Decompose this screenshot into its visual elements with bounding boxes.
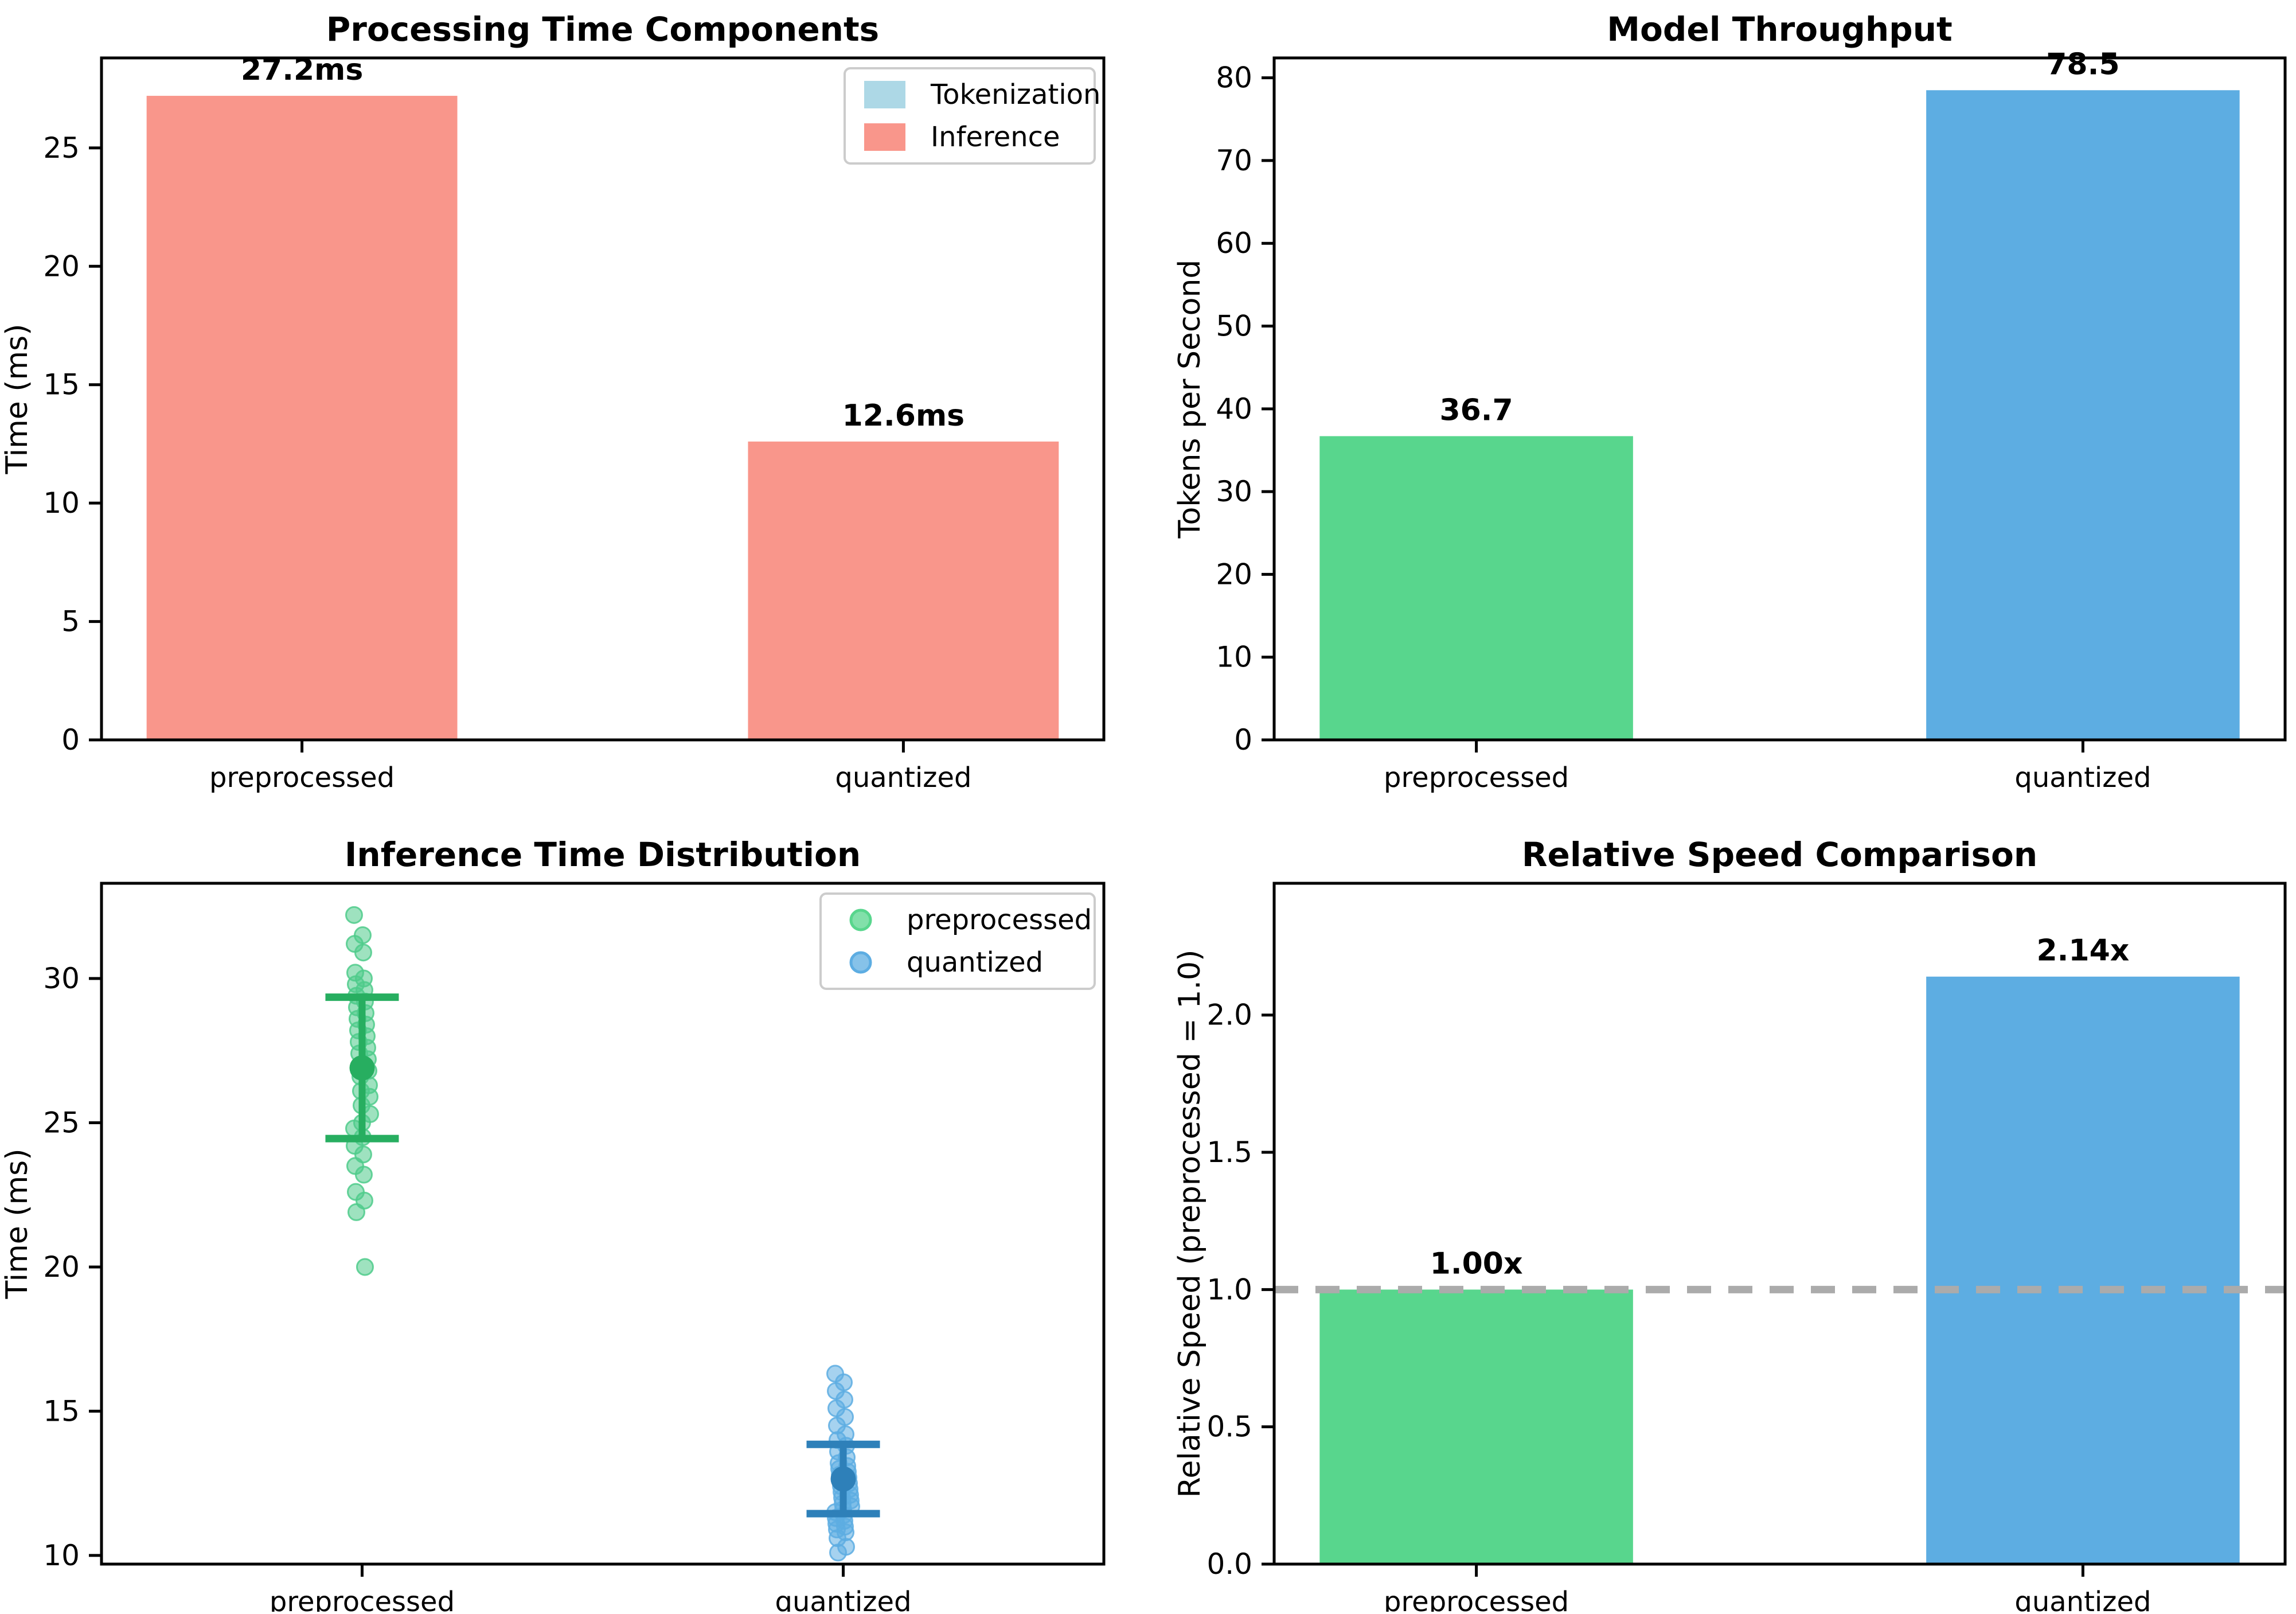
bar-quantized xyxy=(1926,90,2240,740)
y-axis-label: Tokens per Second xyxy=(1173,260,1207,539)
legend-label: Inference xyxy=(931,121,1060,153)
legend-dot xyxy=(849,909,872,931)
plot-area xyxy=(100,56,1106,742)
y-tick-label: 30 xyxy=(43,962,80,995)
y-tick-label: 10 xyxy=(43,1539,80,1572)
chart-title: Relative Speed Comparison xyxy=(1522,835,2037,874)
scatter-point-preprocessed xyxy=(354,1165,373,1184)
y-tick-label: 1.5 xyxy=(1206,1136,1252,1169)
scatter-point-quantized xyxy=(829,1543,848,1562)
chart-model-throughput: Model Throughput Tokens per Second 0 10 20 30… xyxy=(1173,10,2287,794)
bar-preprocessed xyxy=(1319,1289,1633,1564)
y-tick-label: 70 xyxy=(1216,144,1252,177)
legend-label: quantized xyxy=(907,946,1043,978)
y-tick-label: 0 xyxy=(1234,723,1252,757)
bar-value-label: 78.5 xyxy=(2046,47,2119,81)
y-tick-label: 60 xyxy=(1216,227,1252,260)
legend-box xyxy=(819,892,1096,990)
y-tick-label: 80 xyxy=(1216,61,1252,95)
scatter-point-preprocessed xyxy=(354,944,372,962)
y-tick-label: 10 xyxy=(1216,641,1252,674)
y-axis-label: Relative Speed (preprocessed = 1.0) xyxy=(1173,950,1207,1498)
chart-title: Model Throughput xyxy=(1607,10,1952,49)
y-tick-label: 30 xyxy=(1216,475,1252,508)
y-tick-label: 20 xyxy=(43,249,80,283)
y-tick-label: 50 xyxy=(1216,310,1252,343)
y-tick-label: 0 xyxy=(61,723,80,757)
chart-title: Inference Time Distribution xyxy=(345,835,861,874)
y-tick-label: 20 xyxy=(1216,558,1252,591)
x-tick-label: preprocessed xyxy=(209,762,395,794)
y-tick-label: 2.0 xyxy=(1206,999,1252,1032)
bar-preprocessed xyxy=(1319,436,1633,740)
x-tick-label: quantized xyxy=(775,1586,911,1612)
x-tick-label: preprocessed xyxy=(270,1586,455,1612)
plot-area xyxy=(1272,882,2287,1566)
y-tick-label: 20 xyxy=(43,1250,80,1284)
y-tick-label: 0.0 xyxy=(1206,1547,1252,1581)
y-tick-label: 25 xyxy=(43,131,80,165)
x-tick-label: quantized xyxy=(2014,762,2151,794)
chart-processing-time: Processing Time Components Time (ms) 0 5 10 1… xyxy=(0,10,1106,794)
bar-value-label: 36.7 xyxy=(1439,393,1513,427)
y-axis-label: Time (ms) xyxy=(0,323,34,474)
y-tick-label: 10 xyxy=(43,486,80,520)
plot-area xyxy=(100,882,1106,1566)
y-axis-label: Time (ms) xyxy=(0,1148,34,1299)
legend-swatch xyxy=(864,81,905,108)
y-tick-label: 25 xyxy=(43,1106,80,1139)
chart-inference-time-distribution: Inference Time Distribution Time (ms) 10 15… xyxy=(0,835,1106,1614)
scatter-point-preprocessed xyxy=(347,1203,365,1221)
legend-label: preprocessed xyxy=(907,904,1092,936)
y-tick-label: 15 xyxy=(43,1394,80,1428)
bar-value-label: 12.6ms xyxy=(842,399,965,433)
bar-value-label: 2.14x xyxy=(2036,934,2129,968)
y-tick-label: 15 xyxy=(43,368,80,401)
scatter-point-preprocessed xyxy=(356,1258,374,1276)
bar-value-label: 1.00x xyxy=(1430,1246,1523,1281)
bar-quantized xyxy=(748,441,1059,740)
mean-marker-preprocessed xyxy=(349,1055,375,1081)
bar-quantized xyxy=(1926,976,2240,1564)
legend-swatch xyxy=(864,123,905,151)
bar-preprocessed xyxy=(146,96,458,740)
y-tick-label: 0.5 xyxy=(1206,1410,1252,1444)
x-tick-label: preprocessed xyxy=(1384,1586,1569,1612)
legend-label: Tokenization xyxy=(930,79,1100,111)
y-tick-label: 1.0 xyxy=(1206,1273,1252,1306)
x-tick-label: quantized xyxy=(2014,1586,2151,1612)
plot-area xyxy=(1272,56,2287,742)
y-tick-label: 5 xyxy=(61,605,80,638)
chart-relative-speed: Relative Speed Comparison Relative Speed … xyxy=(1173,835,2287,1614)
y-tick-label: 40 xyxy=(1216,392,1252,426)
legend-box xyxy=(844,67,1096,165)
x-tick-label: quantized xyxy=(835,762,971,794)
x-tick-label: preprocessed xyxy=(1384,762,1569,794)
chart-title: Processing Time Components xyxy=(326,10,879,49)
legend-dot xyxy=(849,951,872,974)
scatter-point-preprocessed xyxy=(345,906,363,924)
mean-marker-quantized xyxy=(830,1466,856,1492)
